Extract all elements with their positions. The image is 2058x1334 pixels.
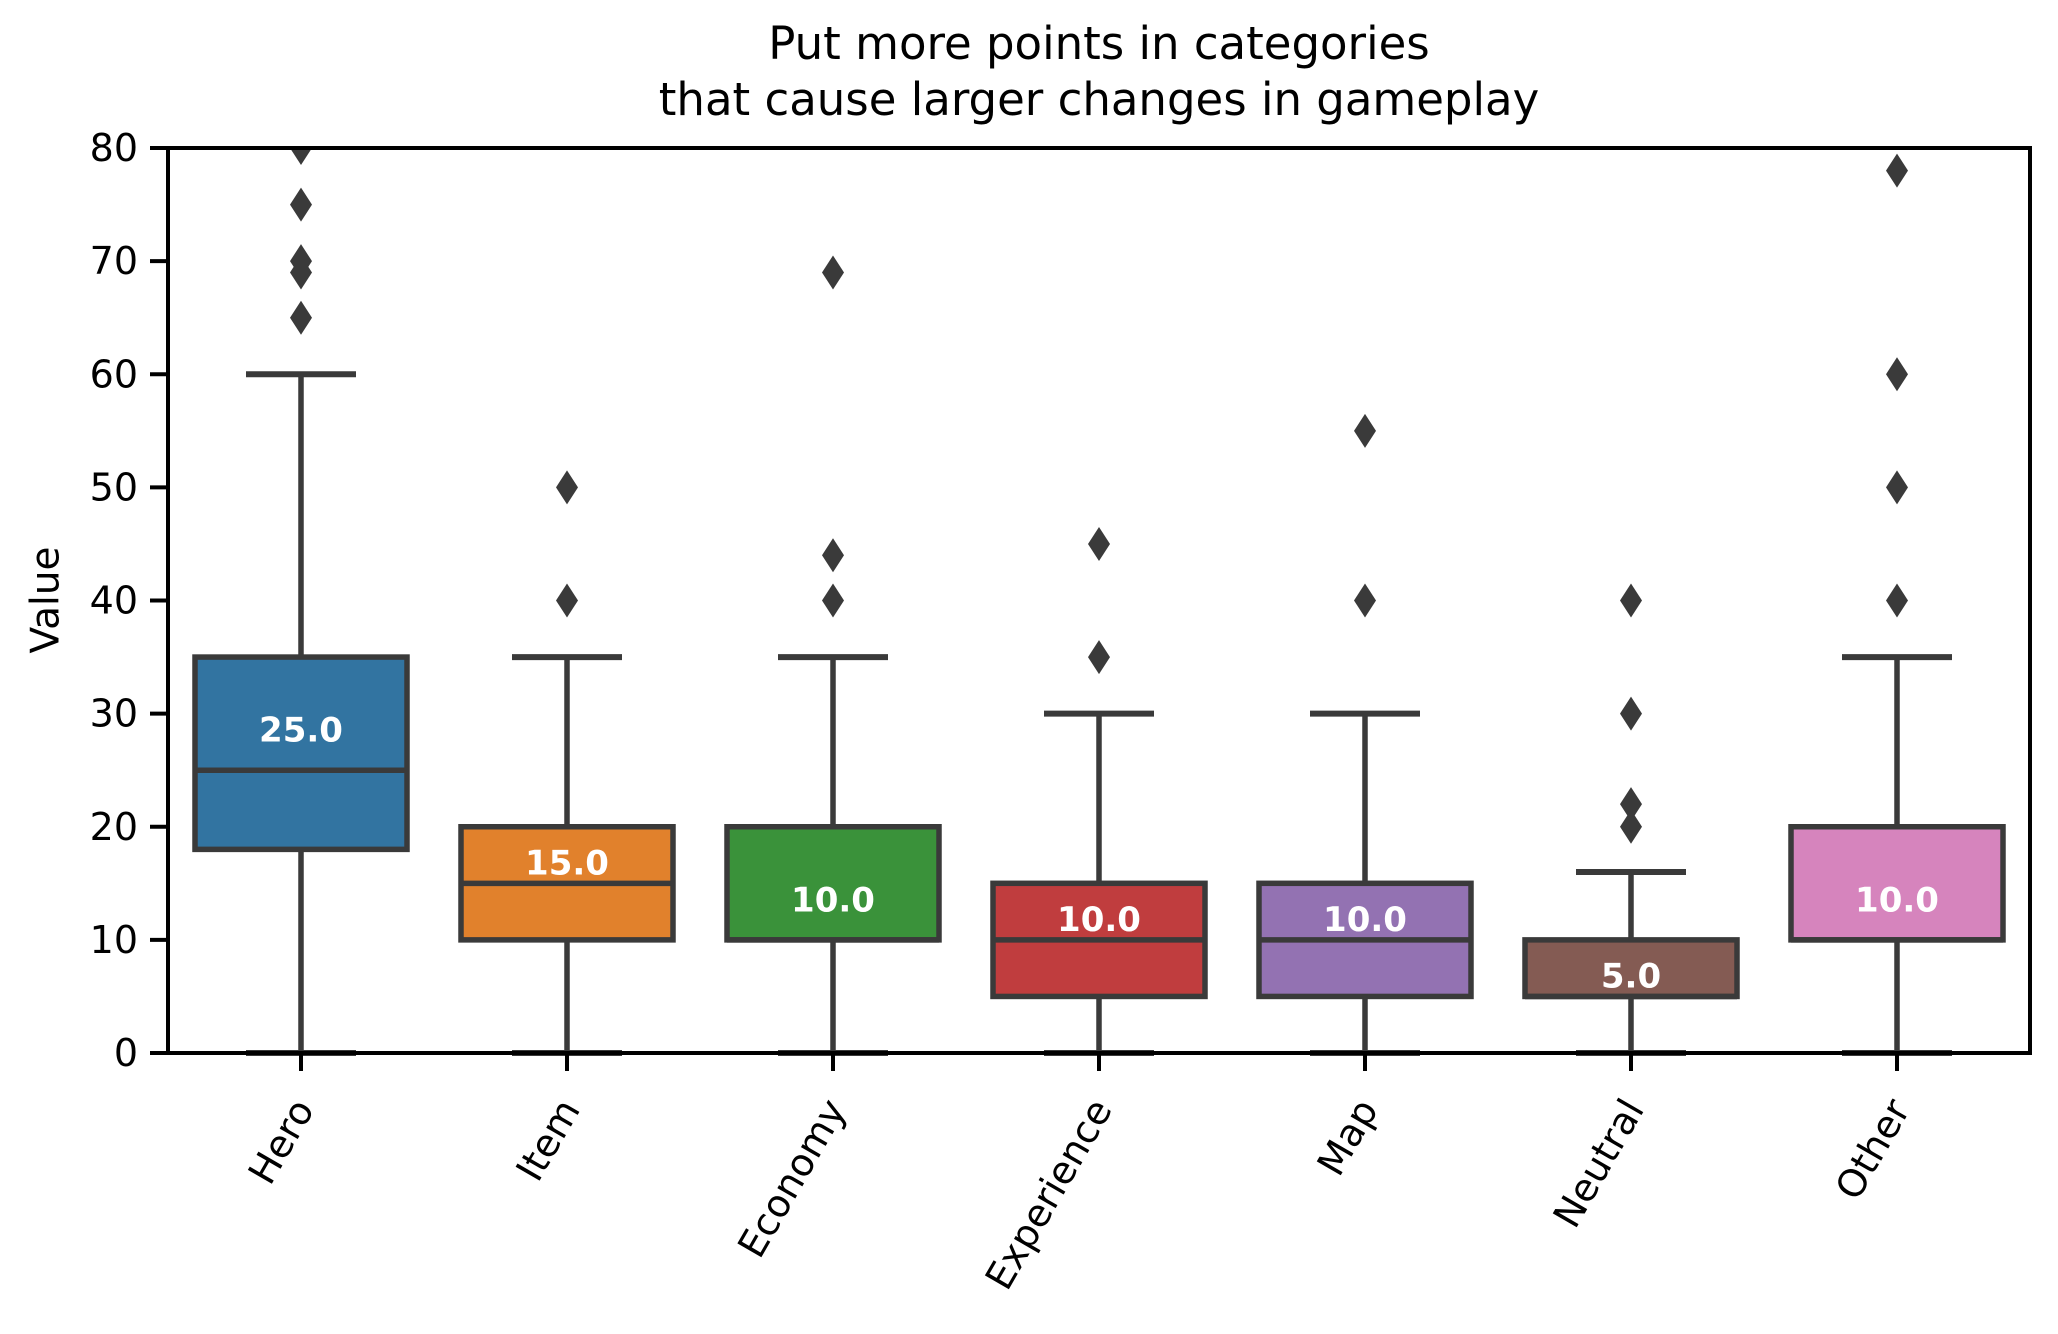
median-value-label: 25.0 <box>259 711 343 751</box>
outlier-marker <box>822 583 844 618</box>
outlier-marker <box>1886 583 1908 618</box>
outlier-marker <box>1886 470 1908 505</box>
axes-frame <box>166 146 2032 1055</box>
y-tick-label: 30 <box>90 692 138 736</box>
outlier-marker <box>822 255 844 290</box>
outlier-marker <box>290 187 312 222</box>
box-group-economy: 10.0 <box>724 255 942 1056</box>
median-value-label: 10.0 <box>1057 900 1141 940</box>
median-value-label: 5.0 <box>1601 957 1661 997</box>
y-tick-label: 80 <box>90 126 138 170</box>
outlier-marker <box>1620 809 1642 844</box>
outlier-marker <box>1620 696 1642 731</box>
x-tick-label: Economy <box>729 1092 855 1266</box>
box-group-item: 15.0 <box>458 470 676 1056</box>
x-tick-label: Hero <box>240 1092 323 1192</box>
x-tick-label: Map <box>1309 1092 1387 1183</box>
y-tick-label: 50 <box>90 465 138 509</box>
outlier-marker <box>1354 413 1376 448</box>
iqr-box <box>724 824 942 943</box>
box-group-experience: 10.0 <box>990 526 1208 1056</box>
y-tick-label: 10 <box>90 918 138 962</box>
median-value-label: 15.0 <box>525 844 609 884</box>
outlier-marker <box>290 244 312 279</box>
box-group-other: 10.0 <box>1788 153 2006 1056</box>
y-tick-label: 60 <box>90 352 138 396</box>
x-tick-label: Other <box>1827 1091 1919 1207</box>
y-tick-label: 0 <box>114 1031 138 1075</box>
median-value-label: 10.0 <box>791 880 875 920</box>
x-tick-label: Experience <box>977 1092 1121 1298</box>
outlier-marker <box>1886 357 1908 392</box>
box-group-map: 10.0 <box>1256 413 1474 1056</box>
outlier-marker <box>1088 640 1110 675</box>
outlier-marker <box>1354 583 1376 618</box>
outlier-marker <box>1620 787 1642 822</box>
median-value-label: 10.0 <box>1323 900 1407 940</box>
box-group-hero: 25.0 <box>192 148 410 1056</box>
median-value-label: 10.0 <box>1855 880 1939 920</box>
outlier-marker <box>290 300 312 335</box>
outlier-marker <box>556 583 578 618</box>
iqr-box <box>1522 937 1740 1000</box>
y-tick-label: 70 <box>90 239 138 283</box>
outlier-marker <box>822 538 844 573</box>
outlier-marker <box>556 470 578 505</box>
y-tick-label: 40 <box>90 579 138 623</box>
box-group-neutral: 5.0 <box>1522 583 1740 1056</box>
outlier-marker <box>290 148 312 165</box>
outlier-marker <box>1620 583 1642 618</box>
x-tick-label: Neutral <box>1545 1092 1653 1235</box>
iqr-box <box>1788 824 2006 943</box>
outlier-marker <box>1886 153 1908 188</box>
x-tick-label: Item <box>507 1092 588 1189</box>
chart-title: Put more points in categories that cause… <box>658 17 1540 126</box>
iqr-box <box>192 654 410 853</box>
y-tick-label: 20 <box>90 805 138 849</box>
outlier-marker <box>1088 526 1110 561</box>
